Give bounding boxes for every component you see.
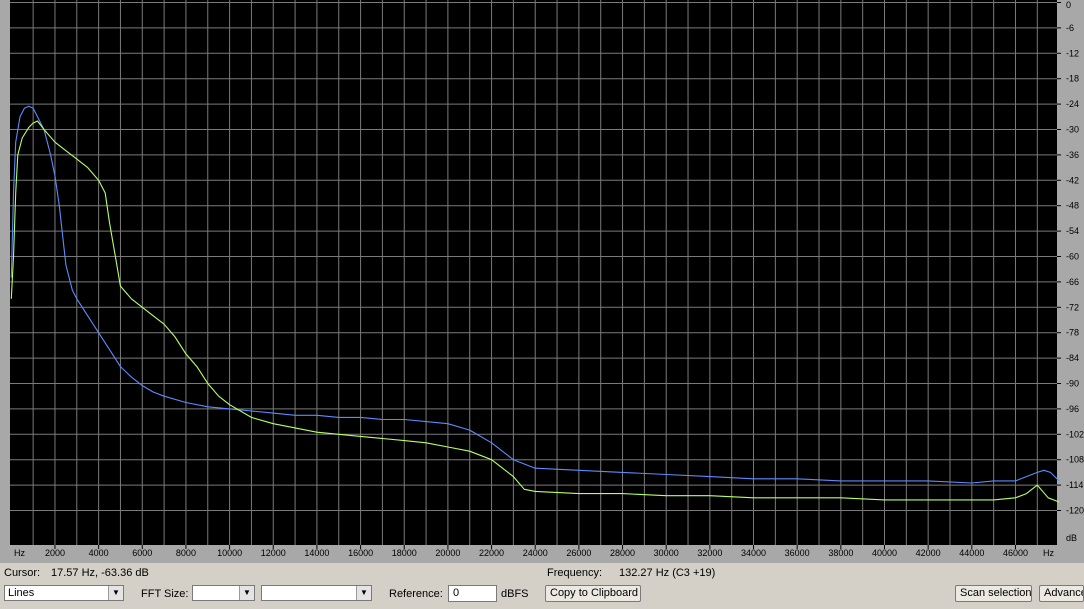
cursor-value: 17.57 Hz, -63.36 dB xyxy=(51,567,149,579)
x-unit-label-left: Hz xyxy=(14,548,25,558)
chevron-down-icon: ▼ xyxy=(239,586,254,600)
y-tick-label: -66 xyxy=(1066,277,1079,287)
frequency-value: 132.27 Hz (C3 +19) xyxy=(619,567,716,579)
y-tick-label: -6 xyxy=(1066,23,1074,33)
reference-label: Reference: xyxy=(389,588,443,600)
x-tick-label: 44000 xyxy=(959,548,984,558)
chevron-down-icon: ▼ xyxy=(356,586,371,600)
x-tick-label: 2000 xyxy=(45,548,65,558)
y-tick-label: -102 xyxy=(1066,429,1084,439)
series-line-2 xyxy=(10,120,1060,503)
x-tick-label: 6000 xyxy=(132,548,152,558)
spectrum-chart[interactable]: 2000 4000 6000 8000 10000 12000 14000 16000 1800… xyxy=(0,0,1084,563)
x-tick-label: 28000 xyxy=(610,548,635,558)
y-tick-label: -72 xyxy=(1066,302,1079,312)
status-bar: Cursor: 17.57 Hz, -63.36 dB Frequency: 1… xyxy=(0,563,1084,609)
reference-unit: dBFS xyxy=(501,588,529,600)
y-tick-label: -78 xyxy=(1066,328,1079,338)
y-tick-label: -54 xyxy=(1066,226,1079,236)
left-axis-strip xyxy=(0,0,10,545)
frequency-label: Frequency: xyxy=(547,567,603,579)
y-tick-label: -120 xyxy=(1066,506,1084,516)
x-tick-label: 26000 xyxy=(566,548,591,558)
x-tick-label: 18000 xyxy=(392,548,417,558)
reference-input[interactable]: 0 xyxy=(448,585,497,602)
y-tick-label: -90 xyxy=(1066,379,1079,389)
window-function-select[interactable]: ▼ xyxy=(261,585,372,601)
x-tick-label: 16000 xyxy=(348,548,373,558)
y-axis-band xyxy=(1057,0,1084,563)
copy-to-clipboard-button[interactable]: Copy to Clipboard xyxy=(545,585,641,602)
y-tick-label: -48 xyxy=(1066,201,1079,211)
x-tick-label: 42000 xyxy=(916,548,941,558)
fft-size-label: FFT Size: xyxy=(141,588,189,600)
x-tick-label: 40000 xyxy=(872,548,897,558)
advanced-button[interactable]: Advanced xyxy=(1039,585,1084,602)
y-tick-label: -84 xyxy=(1066,353,1079,363)
y-tick-label: -18 xyxy=(1066,74,1079,84)
y-tick-label: -96 xyxy=(1066,404,1079,414)
fft-size-select[interactable]: ▼ xyxy=(192,585,255,601)
x-tick-label: 12000 xyxy=(261,548,286,558)
y-tick-label: 0 xyxy=(1066,0,1071,10)
y-tick-label: -24 xyxy=(1066,99,1079,109)
y-tick-label: -114 xyxy=(1066,480,1083,490)
y-tick-label: -30 xyxy=(1066,125,1079,135)
x-tick-label: 14000 xyxy=(304,548,329,558)
x-tick-label: 38000 xyxy=(828,548,853,558)
y-unit-label: dB xyxy=(1066,533,1077,543)
y-tick-label: -36 xyxy=(1066,150,1079,160)
x-tick-label: 20000 xyxy=(435,548,460,558)
y-tick-label: -108 xyxy=(1066,455,1084,465)
series-line-1 xyxy=(10,105,1060,484)
cursor-label: Cursor: xyxy=(4,567,41,579)
display-style-value: Lines xyxy=(8,587,35,599)
x-tick-label: 32000 xyxy=(697,548,722,558)
x-tick-label: 4000 xyxy=(89,548,109,558)
x-tick-label: 24000 xyxy=(523,548,548,558)
x-axis-band xyxy=(0,545,1084,563)
x-tick-label: 34000 xyxy=(741,548,766,558)
y-tick-label: -12 xyxy=(1066,48,1079,58)
y-tick-label: -60 xyxy=(1066,252,1079,262)
y-tick-label: -42 xyxy=(1066,175,1079,185)
x-unit-label-right: Hz xyxy=(1043,548,1054,558)
plot-area xyxy=(10,0,1057,545)
x-tick-label: 36000 xyxy=(785,548,810,558)
x-tick-label: 30000 xyxy=(654,548,679,558)
scan-selection-button[interactable]: Scan selection xyxy=(955,585,1032,602)
chevron-down-icon: ▼ xyxy=(108,586,123,600)
x-tick-label: 10000 xyxy=(217,548,242,558)
x-tick-label: 46000 xyxy=(1003,548,1028,558)
display-style-select[interactable]: Lines ▼ xyxy=(4,585,124,601)
x-tick-label: 8000 xyxy=(176,548,196,558)
x-tick-label: 22000 xyxy=(479,548,504,558)
